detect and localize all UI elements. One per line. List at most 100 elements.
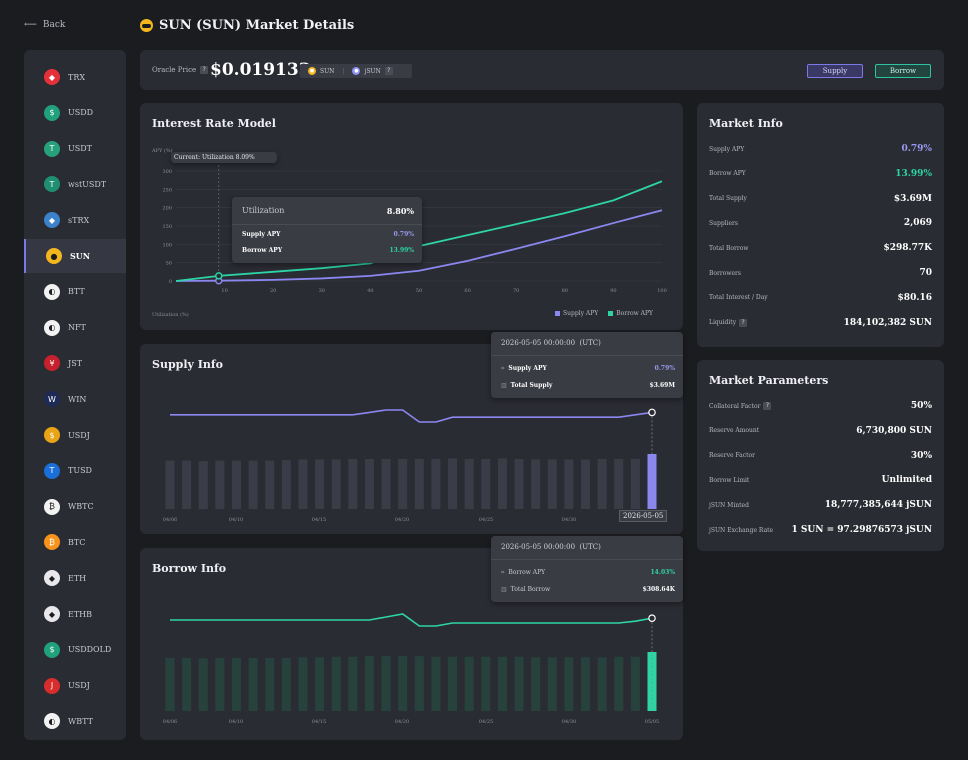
back-label: Back: [42, 20, 66, 30]
x-tick-label: 04/06: [163, 719, 177, 725]
sidebar-item-win[interactable]: W WIN: [24, 382, 126, 416]
tooltip-utilization-row: Utilization 8.80%: [242, 206, 414, 216]
borrow-history-chart[interactable]: 04/06 04/10 04/15 04/20 04/25 04/30 05/05: [140, 548, 683, 740]
history-bar: [614, 656, 624, 711]
oracle-price: $0.019133: [210, 60, 311, 80]
x-tick-label: 10: [221, 288, 227, 294]
sidebar-item-sun[interactable]: ● SUN: [24, 239, 126, 273]
btc-token-icon: ₿: [44, 534, 60, 551]
y-tick-label: 150: [162, 224, 172, 230]
sidebar-item-eth[interactable]: ◆ ETH: [24, 561, 126, 595]
sidebar-item-jst[interactable]: ¥ JST: [24, 346, 126, 380]
help-icon[interactable]: ?: [739, 318, 748, 327]
supply-tooltip-apy: ⌗ Supply APY 0.79%: [501, 365, 675, 372]
trx-token-icon: ◆: [44, 69, 60, 85]
info-label: jSUN Minted: [709, 501, 749, 509]
help-icon[interactable]: ?: [763, 402, 772, 410]
tusd-token-icon: T: [44, 462, 60, 479]
info-row: Total Borrow $298.77K: [709, 243, 932, 253]
x-tick-label: 04/30: [562, 517, 576, 523]
sidebar-item-usdj[interactable]: J USDJ: [24, 669, 126, 703]
sidebar-item-label: WBTC: [68, 502, 94, 512]
sidebar-item-usdj[interactable]: $ USDJ: [24, 418, 126, 452]
y-tick-label: 200: [162, 206, 172, 212]
y-tick-label: 300: [162, 169, 172, 175]
interest-rate-model-card: Interest Rate Model APY (%) Utilization …: [140, 103, 683, 330]
irm-legend: Supply APY Borrow APY: [555, 310, 653, 317]
supply-button[interactable]: Supply: [807, 64, 863, 78]
history-bar: [581, 459, 591, 509]
help-icon[interactable]: ?: [384, 67, 393, 75]
sidebar-item-label: TRX: [68, 72, 86, 82]
sidebar-item-label: ETH: [68, 573, 87, 583]
sidebar-item-tusd[interactable]: T TUSD: [24, 454, 126, 488]
history-bar: [414, 656, 424, 711]
btt-token-icon: ◐: [44, 283, 60, 300]
history-bar: [215, 657, 225, 711]
history-bar: [531, 459, 541, 509]
sidebar-item-usddold[interactable]: $ USDDOLD: [24, 633, 126, 667]
market-info-title: Market Info: [709, 117, 783, 130]
tooltip-supply-row: Supply APY 0.79%: [242, 231, 414, 238]
sidebar-item-wbtc[interactable]: ₿ WBTC: [24, 490, 126, 524]
series-line-supply-apy: [175, 209, 663, 282]
x-tick-label: 04/20: [395, 517, 409, 523]
info-row: Reserve Factor 30%: [709, 451, 932, 461]
history-bar: [431, 656, 441, 711]
x-tick-label: 20: [270, 288, 276, 294]
sidebar-item-btt[interactable]: ◐ BTT: [24, 275, 126, 309]
back-link[interactable]: ⟵ Back: [24, 20, 65, 30]
sidebar-item-usdt[interactable]: T USDT: [24, 132, 126, 166]
nft-token-icon: ◐: [44, 319, 60, 336]
sidebar-item-usdd[interactable]: $ USDD: [24, 96, 126, 130]
info-row: Borrow Limit Unlimited: [709, 475, 932, 485]
apy-line: [170, 409, 653, 423]
info-value: 18,777,385,644 jSUN: [824, 500, 932, 511]
hover-point: [648, 614, 656, 623]
hover-point: [648, 408, 656, 417]
token-a-label: SUN: [320, 67, 335, 75]
supply-tooltip-total: ▥ Total Supply $3.69M: [501, 382, 675, 389]
sidebar-item-strx[interactable]: ◆ sTRX: [24, 203, 126, 237]
sidebar-item-ethb[interactable]: ◆ ETHB: [24, 597, 126, 631]
sidebar-item-label: WIN: [68, 394, 87, 404]
x-tick-label: 80: [562, 288, 568, 294]
sidebar-item-trx[interactable]: ◆ TRX: [24, 60, 126, 94]
borrow-button[interactable]: Borrow: [875, 64, 931, 78]
history-bar: [165, 460, 175, 509]
sidebar-item-label: wstUSDT: [68, 179, 107, 189]
win-token-icon: W: [44, 391, 60, 408]
sidebar-item-nft[interactable]: ◐ NFT: [24, 311, 126, 345]
history-bar: [597, 657, 607, 711]
legend-supply: Supply APY: [555, 310, 598, 317]
irm-y-axis-label: APY (%): [151, 147, 173, 154]
history-bar: [630, 656, 640, 711]
x-tick-label: 04/15: [312, 719, 326, 725]
strx-token-icon: ◆: [44, 212, 60, 229]
borrow-tooltip: 2026-05-05 00:00:00 (UTC) ⌗ Borrow APY 14…: [491, 536, 683, 602]
x-tick-label: 60: [464, 288, 470, 294]
history-bar: [481, 656, 491, 711]
info-value: 70: [919, 268, 932, 278]
info-label: Liquidity: [709, 319, 737, 327]
history-bar: [298, 459, 308, 509]
usdt-token-icon: T: [44, 140, 60, 157]
info-row: Supply APY 0.79%: [709, 144, 932, 154]
history-bar: [614, 458, 624, 509]
help-icon[interactable]: ?: [200, 66, 209, 74]
sidebar-item-label: TUSD: [68, 466, 92, 476]
wbtc-token-icon: ₿: [44, 498, 60, 515]
info-row: Suppliers 2,069: [709, 218, 932, 228]
sidebar-item-btc[interactable]: ₿ BTC: [24, 525, 126, 559]
sidebar-item-label: ETHB: [68, 609, 93, 619]
info-label: Borrowers: [709, 269, 742, 277]
supply-history-chart[interactable]: 04/06 04/10 04/15 04/20 04/25 04/30: [140, 344, 683, 534]
supply-tooltip: 2026-05-05 00:00:00 (UTC) ⌗ Supply APY 0.…: [491, 332, 683, 398]
sidebar-item-wbtt[interactable]: ◐ WBTT: [24, 704, 126, 738]
sidebar-item-label: BTT: [68, 287, 85, 297]
info-label: Collateral Factor: [709, 402, 761, 410]
history-bar: [182, 460, 192, 509]
y-tick-label: 0: [169, 279, 172, 285]
history-bar: [231, 460, 241, 509]
